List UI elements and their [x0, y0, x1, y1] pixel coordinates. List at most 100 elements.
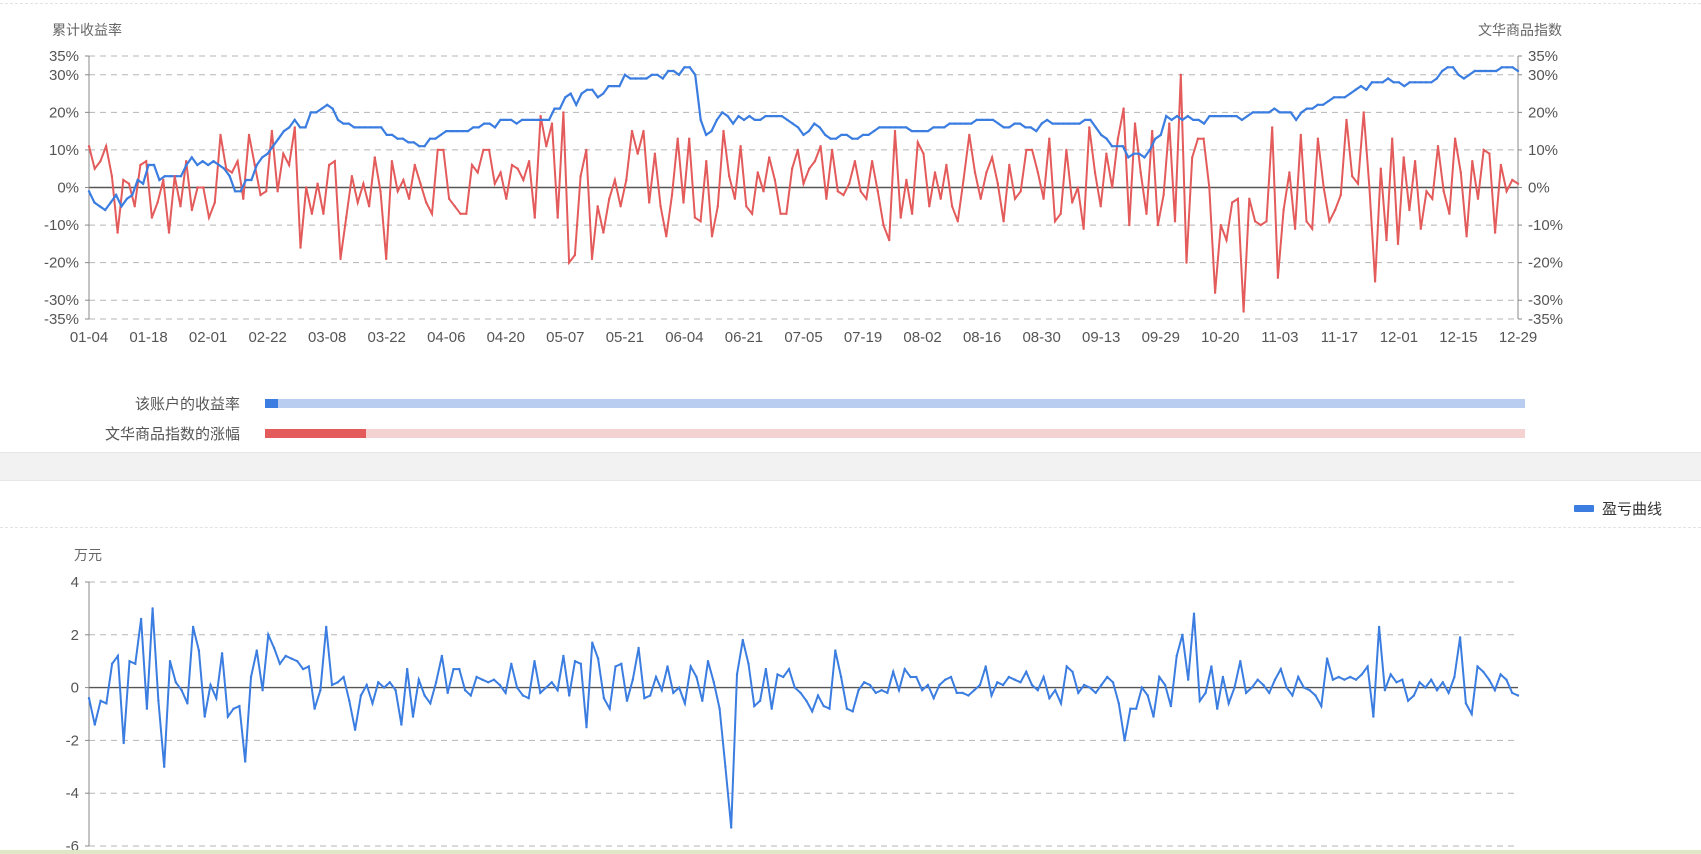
index-change-point: [93, 167, 96, 170]
index-change-point: [236, 160, 239, 163]
account-return-point: [905, 126, 908, 129]
index-change-point: [785, 212, 788, 215]
account-return-point: [661, 77, 664, 80]
x-tick-label: 12-29: [1499, 329, 1537, 346]
account-return-point: [104, 208, 107, 212]
x-tick-label: 07-05: [784, 329, 822, 346]
pnl-point: [978, 683, 982, 687]
pnl-point: [1227, 702, 1230, 705]
account-return-point: [1100, 133, 1103, 137]
pnl-point: [544, 686, 548, 689]
pnl-point: [949, 675, 953, 679]
pnl-point: [1453, 675, 1456, 679]
index-change-point: [527, 160, 531, 163]
index-change-point: [1322, 186, 1325, 189]
account-return-point: [131, 193, 134, 197]
index-change-point: [722, 129, 725, 133]
comparison-track-index: [265, 428, 1525, 438]
x-tick-label: 11-03: [1261, 329, 1298, 346]
account-return-point: [428, 137, 432, 140]
pnl-point: [463, 689, 467, 692]
index-change-point: [1436, 145, 1440, 148]
pnl-point: [770, 707, 773, 710]
account-return-point: [190, 156, 193, 159]
pnl-point: [1140, 686, 1144, 689]
pnl-legend-swatch: [1574, 505, 1594, 512]
index-change-point: [933, 171, 937, 174]
account-return-point: [293, 118, 296, 122]
account-return-point: [1446, 66, 1449, 69]
pnl-point: [625, 699, 629, 702]
pnl-point: [637, 646, 640, 650]
pnl-point: [1100, 683, 1103, 687]
pnl-point: [180, 689, 183, 692]
account-return-point: [894, 126, 897, 129]
index-change-point: [339, 257, 342, 261]
index-change-point: [1225, 238, 1228, 242]
pnl-legend[interactable]: 盈亏曲线: [1574, 498, 1662, 519]
index-change-point: [745, 205, 748, 208]
index-change-point: [1179, 73, 1183, 77]
pnl-point: [1036, 689, 1040, 692]
account-return-point: [888, 126, 892, 129]
account-return-point: [1451, 66, 1455, 69]
index-change-point: [356, 201, 359, 204]
index-change-point: [1008, 163, 1011, 167]
account-return-point: [980, 118, 984, 122]
pnl-point: [423, 694, 426, 697]
account-return-point: [504, 118, 507, 122]
pnl-point: [319, 689, 322, 692]
account-return-point: [1354, 88, 1357, 92]
account-return-point: [1305, 107, 1309, 110]
account-return-point: [916, 129, 919, 133]
index-change-point: [1413, 160, 1417, 163]
pnl-point: [1233, 686, 1236, 689]
account-return-point: [1332, 96, 1336, 99]
index-change-point: [1385, 238, 1388, 242]
index-change-point: [1511, 178, 1514, 182]
pnl-point: [1430, 678, 1433, 681]
pnl-point: [1025, 670, 1028, 673]
account-return-point: [607, 84, 610, 88]
index-change-point: [1316, 137, 1320, 140]
account-return-point: [1246, 114, 1249, 118]
y-left-tick-label: -10%: [44, 217, 79, 234]
x-tick-label: 12-01: [1380, 329, 1418, 346]
account-return-point: [499, 118, 502, 122]
account-return-point: [445, 129, 448, 133]
account-return-point: [206, 163, 210, 167]
account-return-point: [932, 126, 935, 129]
account-return-point: [1473, 69, 1476, 73]
pnl-point: [220, 652, 224, 655]
account-return-point: [759, 118, 762, 122]
pnl-point: [272, 646, 276, 650]
pnl-point: [1204, 691, 1207, 695]
account-return-point: [1381, 81, 1384, 84]
account-return-point: [1516, 69, 1520, 73]
account-return-point: [1127, 156, 1130, 159]
index-change-point: [916, 141, 919, 144]
account-return-point: [309, 111, 313, 114]
account-return-point: [1462, 77, 1466, 80]
index-change-point: [876, 190, 879, 193]
pnl-point: [417, 678, 420, 681]
account-return-point: [1089, 118, 1092, 122]
pnl-point: [128, 660, 131, 663]
index-change-point: [1282, 208, 1285, 212]
account-return-point: [255, 163, 258, 167]
account-return-point: [1229, 114, 1233, 118]
index-change-point: [567, 261, 571, 264]
index-change-point: [1442, 190, 1445, 193]
account-return-point: [1035, 129, 1038, 133]
account-return-point: [1197, 118, 1200, 122]
pnl-point: [909, 675, 912, 679]
x-tick-label: 03-22: [368, 329, 406, 346]
index-change-point: [968, 133, 971, 137]
account-return-point: [1376, 81, 1379, 84]
pnl-point: [226, 715, 230, 718]
pnl-point: [400, 723, 403, 726]
account-return-point: [688, 66, 691, 69]
pnl-point: [93, 723, 97, 726]
account-return-point: [1489, 69, 1493, 73]
index-change-point: [836, 190, 839, 193]
